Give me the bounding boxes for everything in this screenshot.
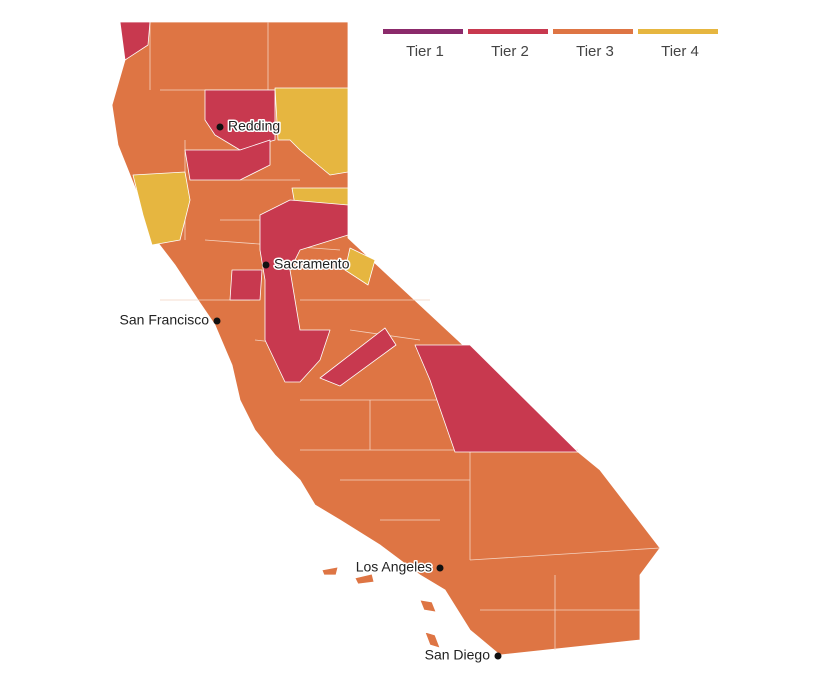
city-label: Redding [228, 118, 280, 134]
legend-swatch [468, 29, 548, 34]
legend-swatch [553, 29, 633, 34]
legend: Tier 1 Tier 2 Tier 3 Tier 4 [383, 29, 718, 60]
island [419, 599, 437, 613]
city-label: San Francisco [120, 312, 210, 328]
city-dot [216, 123, 224, 131]
island [321, 566, 339, 576]
county [119, 21, 151, 61]
legend-swatch [383, 29, 463, 34]
counties [111, 21, 661, 656]
city-dot [262, 261, 270, 269]
city-label: San Diego [425, 647, 491, 663]
city-dot [436, 564, 444, 572]
city-dot [213, 317, 221, 325]
legend-label: Tier 4 [661, 43, 699, 60]
city-label: Sacramento [274, 256, 350, 272]
county [184, 139, 271, 181]
legend-label: Tier 2 [491, 43, 529, 60]
county [132, 171, 191, 246]
county [229, 269, 263, 301]
legend-swatch [638, 29, 718, 34]
legend-label: Tier 1 [406, 43, 444, 60]
county [274, 87, 349, 176]
county [319, 327, 397, 387]
county [414, 344, 579, 453]
city-label: Los Angeles [356, 559, 432, 575]
island [424, 631, 441, 649]
county [344, 247, 376, 286]
island [354, 573, 375, 585]
city-dot [494, 652, 502, 660]
legend-label: Tier 3 [576, 43, 614, 60]
county [259, 199, 349, 383]
cities: Redding Sacramento San Francisco Los Angele… [118, 116, 502, 664]
